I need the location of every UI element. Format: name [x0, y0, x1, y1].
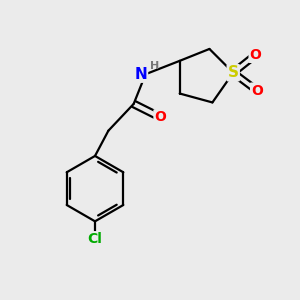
- Text: Cl: Cl: [88, 232, 103, 246]
- Text: N: N: [134, 67, 147, 82]
- Text: H: H: [150, 61, 160, 71]
- Text: O: O: [250, 48, 262, 62]
- Text: S: S: [228, 65, 239, 80]
- Text: O: O: [251, 84, 263, 98]
- Text: O: O: [154, 110, 166, 124]
